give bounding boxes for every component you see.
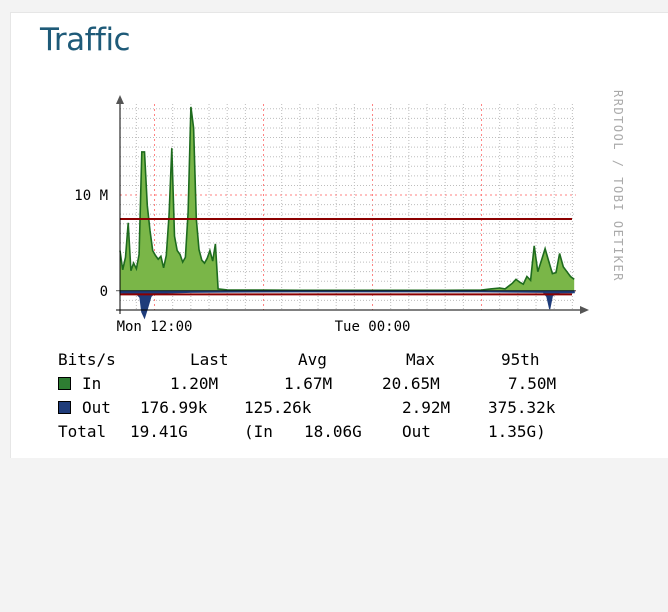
- legend-header-last: Last: [190, 350, 229, 369]
- x-tick-label: Tue 00:00: [335, 319, 411, 335]
- legend-total-out-label: Out: [402, 422, 431, 441]
- legend-in-max: 20.65M: [382, 374, 440, 393]
- legend-row-in: In 1.20M 1.67M 20.65M 7.50M: [58, 372, 556, 396]
- legend-out-last: 176.99k: [140, 398, 208, 417]
- legend-row-total: Total 19.41G (In 18.06G Out 1.35G): [58, 420, 546, 444]
- legend-in-p95: 7.50M: [508, 374, 557, 393]
- watermark: RRDTOOL / TOBI OETIKER: [611, 90, 625, 282]
- legend-in-avg: 1.67M: [284, 374, 333, 393]
- legend-out-p95: 375.32k: [488, 398, 556, 417]
- legend-swatch-out: [58, 401, 71, 414]
- legend-total-value: 19.41G: [130, 422, 188, 441]
- legend-header-max: Max: [406, 350, 435, 369]
- x-tick-label: Mon 12:00: [117, 319, 193, 335]
- y-axis-arrow: [116, 95, 124, 104]
- legend-total-out: 1.35G): [488, 422, 546, 441]
- legend-label-in: In: [82, 374, 102, 393]
- legend-header-avg: Avg: [298, 350, 327, 369]
- legend-swatch-in: [58, 377, 71, 390]
- tick-labels: 10 M 0 Mon 12:00 Tue 00:00: [74, 188, 410, 335]
- panel-title: Traffic: [40, 22, 131, 58]
- chart-axes: [116, 95, 589, 314]
- legend: Bits/s Last Avg Max 95th In 1.20M 1.67M …: [58, 348, 556, 444]
- series-in-line: [119, 106, 575, 292]
- legend-row-out: Out 176.99k 125.26k 2.92M 375.32k: [58, 396, 555, 420]
- legend-total-label: Total: [58, 422, 107, 441]
- legend-total-open: (In: [244, 422, 273, 441]
- legend-header-bits: Bits/s: [58, 350, 116, 369]
- p95-lines: [120, 217, 572, 296]
- x-axis-arrow: [580, 306, 589, 314]
- legend-header-row: Bits/s Last Avg Max 95th: [58, 348, 540, 372]
- legend-out-max: 2.92M: [402, 398, 451, 417]
- y-tick-label: 10 M: [74, 188, 108, 204]
- traffic-chart: 10 M 0 Mon 12:00 Tue 00:00 RRDTOOL / TOBI O…: [74, 90, 625, 335]
- chart-areas: [119, 106, 575, 320]
- legend-header-p95: 95th: [501, 350, 540, 369]
- series-in-area: [120, 106, 575, 291]
- legend-in-last: 1.20M: [170, 374, 219, 393]
- legend-out-avg: 125.26k: [244, 398, 312, 417]
- legend-total-in: 18.06G: [304, 422, 362, 441]
- legend-label-out: Out: [82, 398, 111, 417]
- y-tick-label: 0: [100, 284, 108, 300]
